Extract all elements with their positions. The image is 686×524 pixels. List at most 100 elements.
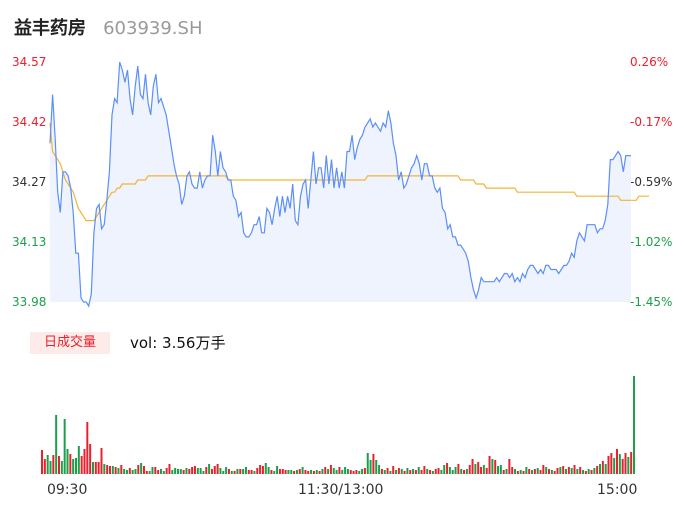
volume-bar <box>46 455 49 474</box>
volume-bar <box>310 470 313 474</box>
volume-bar <box>567 467 570 474</box>
volume-bar <box>485 468 488 474</box>
volume-bar <box>142 466 145 474</box>
volume-bar <box>545 467 548 474</box>
volume-bar <box>281 469 284 474</box>
volume-bar <box>403 471 406 474</box>
volume-bar <box>63 419 66 474</box>
volume-bar <box>270 470 273 474</box>
volume-bar <box>111 466 114 474</box>
volume-bar <box>128 468 131 474</box>
volume-bar <box>222 471 225 474</box>
y-pct-tick-3: -1.02% <box>630 235 673 249</box>
volume-bar <box>491 459 494 474</box>
volume-bar <box>327 469 330 474</box>
volume-bar <box>154 467 157 474</box>
volume-bar <box>440 470 443 474</box>
volume-bar <box>559 467 562 474</box>
volume-bar <box>273 471 276 474</box>
volume-bar <box>633 376 635 474</box>
volume-bar <box>576 469 579 474</box>
volume-bar <box>242 469 245 474</box>
volume-bar <box>74 458 77 474</box>
volume-bar <box>363 468 366 474</box>
volume-bar <box>352 471 355 474</box>
volume-bar <box>434 469 437 474</box>
volume-bar <box>533 469 536 474</box>
volume-bar <box>108 466 111 474</box>
volume-bar <box>307 471 310 474</box>
volume-bar <box>227 469 230 474</box>
volume-bar <box>52 455 55 474</box>
volume-bar <box>514 469 517 474</box>
volume-bar <box>366 453 369 474</box>
volume-bar <box>516 471 519 474</box>
volume-bar <box>346 469 349 474</box>
volume-bar <box>145 471 148 474</box>
volume-bar <box>159 469 162 474</box>
price-area <box>50 62 631 307</box>
volume-bar <box>58 456 60 474</box>
volume-bar <box>264 463 267 474</box>
volume-bar <box>86 422 89 474</box>
volume-bar <box>412 469 415 474</box>
volume-bar <box>417 467 420 474</box>
volume-bar <box>140 463 143 474</box>
volume-bar <box>250 470 253 474</box>
volume-bar <box>375 460 378 474</box>
volume-bar <box>613 458 616 474</box>
volume-bar <box>318 471 321 474</box>
volume-bar <box>437 468 440 474</box>
volume-bar <box>361 469 364 474</box>
y-pct-tick-2: -0.59% <box>630 175 673 189</box>
volume-bar <box>312 471 315 474</box>
volume-bar <box>97 462 100 474</box>
volume-bar <box>123 469 126 474</box>
volume-bar <box>83 449 86 474</box>
volume-bar <box>256 468 259 474</box>
volume-bar <box>380 469 383 474</box>
volume-bar <box>579 467 582 474</box>
volume-bar <box>216 464 219 474</box>
volume-bar <box>542 465 545 474</box>
volume-bar <box>171 470 174 474</box>
volume-bar <box>426 469 429 474</box>
volume-bar <box>284 470 287 474</box>
volume-bar <box>505 469 508 474</box>
volume-bar <box>511 467 514 474</box>
volume-bar <box>321 469 324 474</box>
volume-bar <box>168 464 171 474</box>
volume-bar <box>176 469 179 474</box>
stock-code: 603939.SH <box>103 18 203 39</box>
volume-bar <box>276 466 279 474</box>
volume-bar <box>409 470 412 474</box>
y-pct-tick-1: -0.17% <box>630 115 673 129</box>
volume-bar <box>191 467 194 474</box>
volume-bar <box>148 471 151 474</box>
volume-bar <box>497 466 500 474</box>
volume-bar <box>616 449 618 474</box>
volume-bar <box>41 450 43 474</box>
volume-bar <box>525 467 528 474</box>
volume-bar <box>329 465 332 474</box>
volume-bar <box>397 468 400 474</box>
chart-header: 益丰药房 603939.SH <box>14 14 203 39</box>
volume-bar <box>134 469 137 474</box>
volume-bar <box>103 464 106 474</box>
volume-bar <box>193 466 196 474</box>
volume-bar <box>69 454 72 474</box>
volume-bar <box>531 470 534 474</box>
volume-bar <box>60 461 63 474</box>
volume-bar <box>233 471 236 474</box>
volume-bar <box>165 468 168 474</box>
volume-bar <box>400 469 403 474</box>
volume-bar <box>468 465 471 474</box>
volume-bar <box>125 470 128 474</box>
volume-tab[interactable]: 日成交量 <box>30 332 110 354</box>
volume-bar <box>344 467 347 474</box>
x-tick-midday: 11:30/13:00 <box>298 482 384 498</box>
volume-bar <box>420 470 423 474</box>
y-price-tick-2: 34.27 <box>12 175 47 189</box>
volume-bar <box>627 457 630 474</box>
volume-bar <box>338 467 341 474</box>
